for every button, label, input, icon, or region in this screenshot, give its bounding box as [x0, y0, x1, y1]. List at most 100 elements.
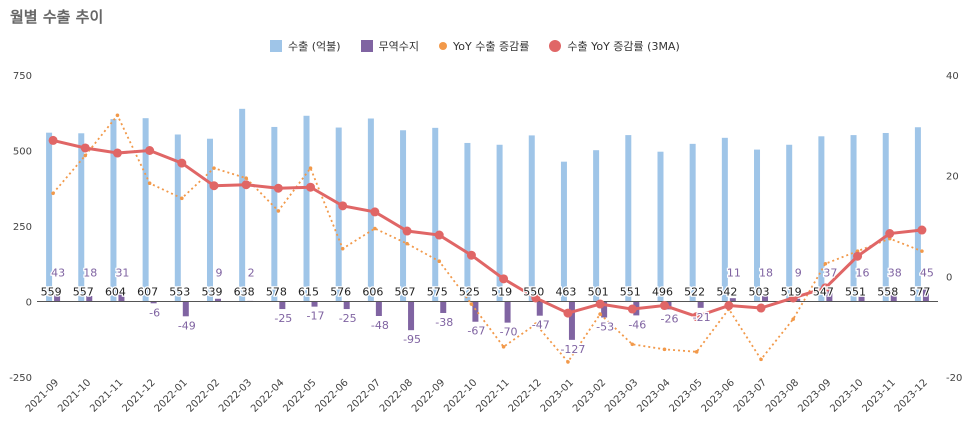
bar-trade-balance	[54, 288, 61, 302]
data-label-export: 550	[523, 286, 544, 299]
data-label-export: 551	[845, 286, 866, 299]
point-yoy-3ma	[756, 303, 766, 313]
x-tick-label: 2022-12	[507, 377, 544, 414]
data-label-trade-balance: 9	[215, 267, 222, 280]
point-yoy	[662, 347, 667, 352]
data-label-trade-balance: 18	[759, 267, 773, 280]
y-left-tick-label: 0	[26, 298, 32, 309]
point-yoy	[630, 342, 635, 347]
point-yoy	[533, 322, 538, 326]
bar-trade-balance	[890, 290, 897, 302]
data-label-trade-balance: 18	[83, 267, 97, 280]
y-right-tick-label: 40	[946, 71, 959, 82]
x-tick-label: 2023-08	[764, 377, 801, 414]
x-tick-label: 2022-02	[185, 377, 222, 414]
point-yoy-3ma	[241, 180, 251, 190]
point-yoy-3ma	[48, 135, 58, 145]
point-yoy	[308, 166, 313, 170]
point-yoy-3ma	[434, 230, 444, 240]
bar-trade-balance	[762, 296, 769, 302]
point-yoy-3ma	[80, 143, 90, 153]
data-label-trade-balance: 9	[795, 267, 802, 280]
y-right-tick-label: -20	[946, 373, 962, 384]
data-label-export: 638	[234, 286, 255, 299]
data-label-export: 604	[105, 286, 126, 299]
bar-export	[818, 136, 825, 302]
data-label-export: 525	[459, 286, 480, 299]
data-label-export: 519	[491, 286, 512, 299]
bar-export	[239, 108, 246, 302]
bar-export	[786, 144, 793, 302]
point-yoy	[51, 191, 55, 196]
bar-export	[914, 127, 921, 302]
bar-export	[110, 119, 117, 302]
data-label-trade-balance: -47	[532, 319, 550, 332]
chart-title: 월별 수출 추이	[10, 8, 104, 26]
data-label-trade-balance: 38	[888, 267, 902, 280]
x-tick-label: 2022-05	[281, 377, 318, 414]
point-yoy-3ma	[885, 229, 895, 239]
y-left-tick-label: 250	[13, 222, 32, 233]
bar-export	[625, 135, 632, 302]
legend-swatch-yoy	[439, 42, 448, 50]
point-yoy-3ma	[306, 182, 316, 192]
line-yoy-3ma	[52, 138, 923, 319]
data-label-trade-balance: -95	[403, 333, 421, 346]
data-label-trade-balance: -26	[660, 312, 678, 325]
bar-trade-balance	[118, 292, 125, 302]
bar-trade-balance	[536, 301, 543, 316]
y-right-tick-label: 20	[946, 172, 959, 183]
data-label-export: 559	[41, 286, 62, 299]
data-label-export: 501	[588, 286, 609, 299]
legend-swatch-trade-balance	[360, 40, 373, 52]
point-yoy	[437, 259, 442, 264]
point-yoy	[469, 302, 474, 306]
bar-export	[142, 118, 149, 302]
x-tick-label: 2022-06	[313, 377, 350, 414]
data-label-trade-balance: -67	[467, 325, 485, 338]
data-label-export: 522	[684, 286, 705, 299]
data-label-trade-balance: -25	[274, 312, 292, 325]
x-tick-label: 2021-12	[120, 377, 157, 414]
data-label-export: 557	[73, 286, 94, 299]
bar-trade-balance	[504, 301, 511, 323]
data-label-trade-balance: -127	[560, 343, 585, 356]
bar-trade-balance	[311, 301, 318, 307]
x-tick-label: 2023-04	[635, 377, 672, 414]
point-yoy-3ma	[112, 148, 122, 158]
x-tick-label: 2023-07	[732, 377, 769, 414]
legend-item-trade-balance[interactable]: 무역수지	[360, 38, 419, 54]
point-yoy	[566, 360, 570, 364]
bar-trade-balance	[472, 301, 479, 322]
legend-item-export[interactable]: 수출 (억불)	[270, 38, 341, 54]
legend-label-export: 수출 (억불)	[288, 40, 341, 53]
bar-export	[689, 143, 696, 302]
point-yoy	[276, 209, 281, 213]
x-tick-label: 2022-10	[442, 377, 479, 414]
x-tick-label: 2023-12	[893, 377, 930, 414]
point-yoy-3ma	[659, 301, 669, 311]
data-label-trade-balance: -53	[596, 321, 614, 334]
point-yoy	[598, 312, 602, 316]
data-label-trade-balance: -25	[339, 312, 357, 325]
point-yoy-3ma	[563, 308, 573, 318]
point-yoy	[340, 246, 345, 251]
data-label-export: 577	[909, 286, 930, 299]
data-label-export: 578	[266, 286, 287, 299]
x-tick-label: 2022-04	[249, 377, 286, 414]
x-tick-label: 2022-01	[153, 377, 190, 414]
legend-item-yoy-3ma[interactable]: 수출 YoY 증감률 (3MA)	[549, 38, 680, 54]
bar-trade-balance	[729, 298, 736, 302]
line-yoy	[52, 113, 923, 364]
data-label-export: 503	[749, 286, 770, 299]
bar-trade-balance	[375, 301, 382, 316]
legend-item-yoy[interactable]: YoY 수출 증감률	[439, 38, 529, 54]
data-label-export: 542	[716, 286, 737, 299]
point-yoy-3ma	[145, 146, 155, 155]
data-label-trade-balance: -46	[628, 318, 646, 331]
bar-export	[46, 132, 53, 302]
point-yoy	[759, 357, 763, 362]
data-label-trade-balance: -49	[178, 319, 196, 332]
data-label-trade-balance: -6	[149, 306, 160, 319]
